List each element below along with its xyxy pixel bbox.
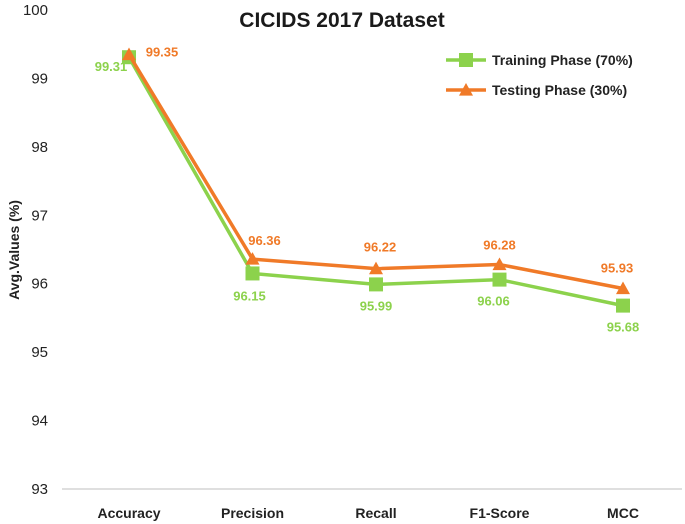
legend-marker-triangle — [459, 83, 473, 96]
x-tick-label: Precision — [221, 505, 284, 521]
data-label: 96.06 — [477, 294, 510, 309]
data-label: 99.31 — [95, 59, 128, 74]
y-axis-label: Avg.Values (%) — [6, 200, 22, 300]
x-tick-label: Recall — [355, 505, 396, 521]
data-label: 99.35 — [146, 44, 179, 59]
chart-title: CICIDS 2017 Dataset — [239, 9, 444, 32]
data-point-square — [245, 266, 260, 281]
x-tick-label: F1-Score — [470, 505, 530, 521]
data-label: 95.93 — [601, 261, 634, 276]
data-point-triangle — [245, 252, 260, 265]
y-tick-label: 96 — [31, 276, 48, 293]
x-tick-label: Accuracy — [97, 505, 160, 521]
data-label: 95.68 — [607, 320, 640, 335]
legend-label: Training Phase (70%) — [492, 52, 633, 68]
legend-label: Testing Phase (30%) — [492, 82, 627, 98]
y-tick-label: 98 — [31, 139, 48, 156]
data-label: 96.36 — [248, 233, 281, 248]
x-tick-label: MCC — [607, 505, 639, 521]
data-point-triangle — [492, 257, 507, 271]
y-tick-label: 99 — [31, 70, 48, 87]
data-label: 96.28 — [483, 238, 516, 253]
data-label: 96.22 — [364, 240, 397, 255]
data-label: 95.99 — [360, 298, 393, 313]
y-tick-label: 100 — [23, 2, 48, 19]
x-tick-labels: Accuracy Precision Recall F1-Score MCC — [97, 505, 638, 521]
series-training: 99.31 96.15 95.99 96.06 95.68 — [95, 50, 640, 335]
series-testing: 99.35 96.36 96.22 96.28 95.93 — [122, 44, 634, 295]
y-tick-label: 95 — [31, 344, 48, 361]
data-point-square — [492, 272, 507, 287]
data-point-square — [616, 298, 630, 313]
y-tick-label: 94 — [31, 413, 48, 430]
y-tick-labels: 93 94 95 96 97 98 99 100 — [23, 2, 48, 498]
data-label: 96.15 — [233, 288, 266, 303]
y-tick-label: 97 — [31, 207, 48, 224]
series-layer: 99.31 96.15 95.99 96.06 95.68 99.35 96.36 96.22… — [95, 44, 640, 334]
data-point-triangle — [369, 261, 383, 275]
legend-marker-square — [459, 53, 473, 67]
y-tick-label: 93 — [31, 481, 48, 498]
data-point-triangle — [616, 281, 630, 295]
data-point-square — [369, 277, 383, 292]
data-point-triangle — [122, 47, 136, 61]
legend: Training Phase (70%) Testing Phase (30%) — [446, 52, 633, 98]
